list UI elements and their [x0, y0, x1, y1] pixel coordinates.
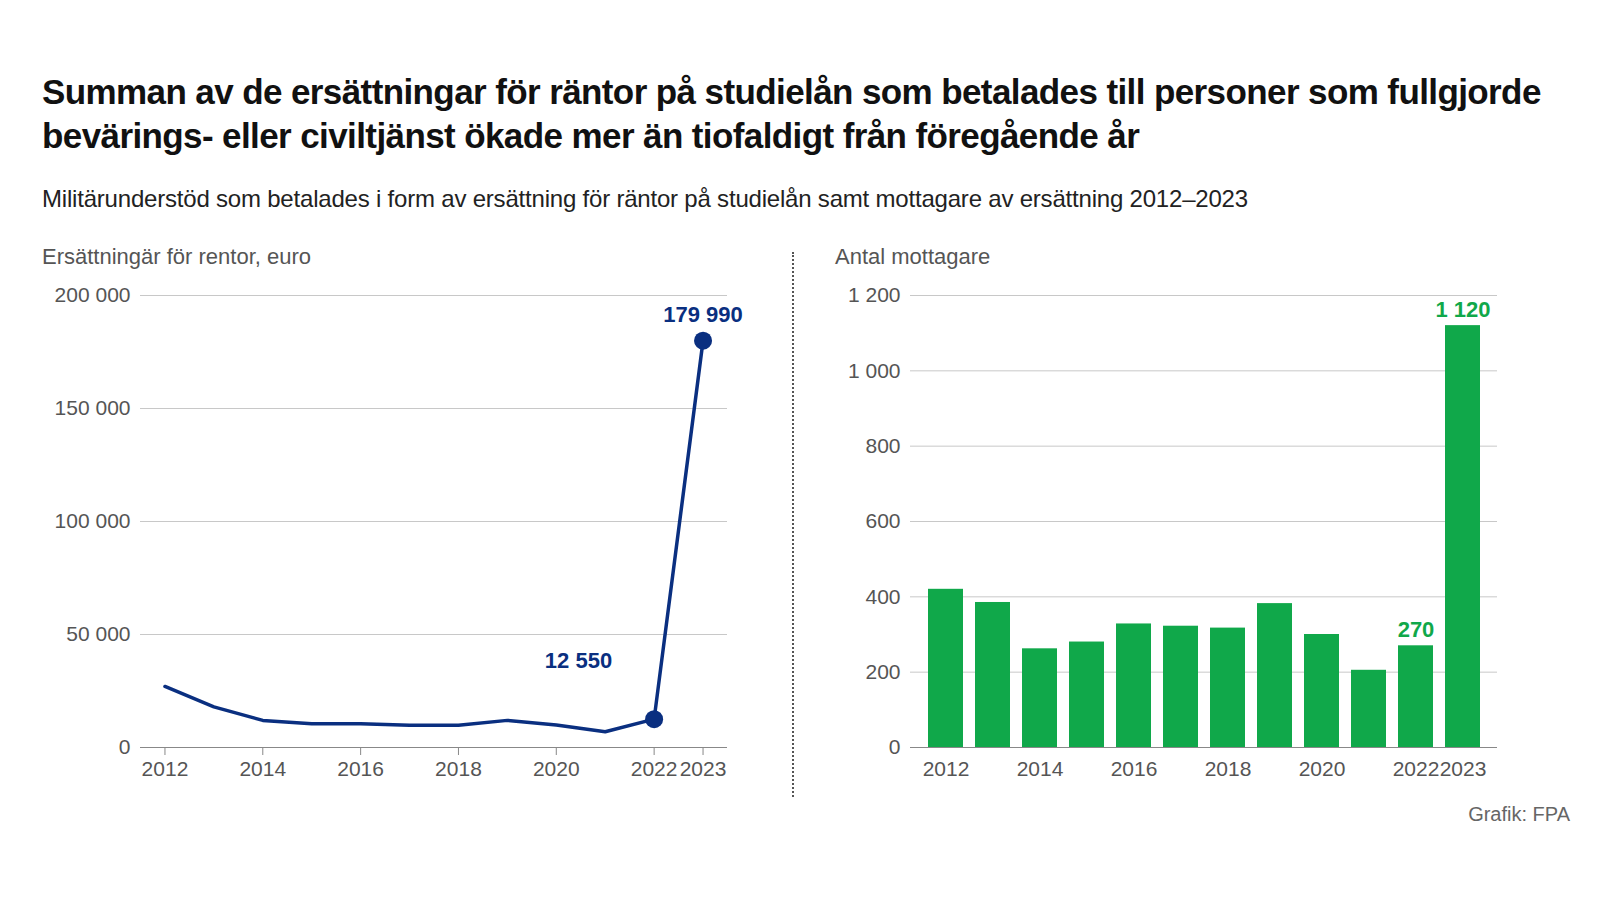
html-text:Grafik: FPA: Grafik: FPA	[1468, 803, 1570, 825]
svg-text:2012: 2012	[142, 757, 189, 780]
svg-text:1 200: 1 200	[848, 283, 901, 306]
svg-text:400: 400	[865, 585, 900, 608]
svg-text:150 000: 150 000	[55, 396, 131, 419]
svg-text:0: 0	[119, 735, 131, 758]
svg-text:2018: 2018	[1205, 757, 1252, 780]
svg-text:2020: 2020	[1299, 757, 1346, 780]
svg-text:2018: 2018	[435, 757, 482, 780]
svg-text:50 000: 50 000	[66, 622, 130, 645]
svg-text:1 120: 1 120	[1435, 297, 1490, 322]
svg-text:2016: 2016	[1111, 757, 1158, 780]
svg-text:2014: 2014	[1017, 757, 1064, 780]
svg-text:100 000: 100 000	[55, 509, 131, 532]
svg-text:2020: 2020	[533, 757, 580, 780]
html-text:Summan av de ersättningar för: Summan av de ersättningar för räntor på …	[42, 72, 1541, 155]
svg-text:2022: 2022	[1393, 757, 1440, 780]
svg-text:2023: 2023	[680, 757, 727, 780]
svg-text:12 550: 12 550	[545, 648, 612, 673]
svg-text:2012: 2012	[923, 757, 970, 780]
svg-text:2022: 2022	[631, 757, 678, 780]
svg-text:2023: 2023	[1440, 757, 1487, 780]
svg-text:2014: 2014	[239, 757, 286, 780]
html-text:Antal mottagare: Antal mottagare	[835, 244, 991, 269]
html-text:Militärunderstöd som betalades: Militärunderstöd som betalades i form av…	[42, 185, 1248, 212]
svg-text:2016: 2016	[337, 757, 384, 780]
svg-text:800: 800	[865, 434, 900, 457]
svg-text:0: 0	[889, 735, 901, 758]
svg-text:1 000: 1 000	[848, 359, 901, 382]
svg-text:600: 600	[865, 509, 900, 532]
svg-text:179 990: 179 990	[663, 302, 743, 327]
html-text:Ersättningär för rentor, euro: Ersättningär för rentor, euro	[42, 244, 311, 269]
svg-text:200 000: 200 000	[55, 283, 131, 306]
svg-text:200: 200	[865, 660, 900, 683]
svg-text:270: 270	[1398, 617, 1435, 642]
